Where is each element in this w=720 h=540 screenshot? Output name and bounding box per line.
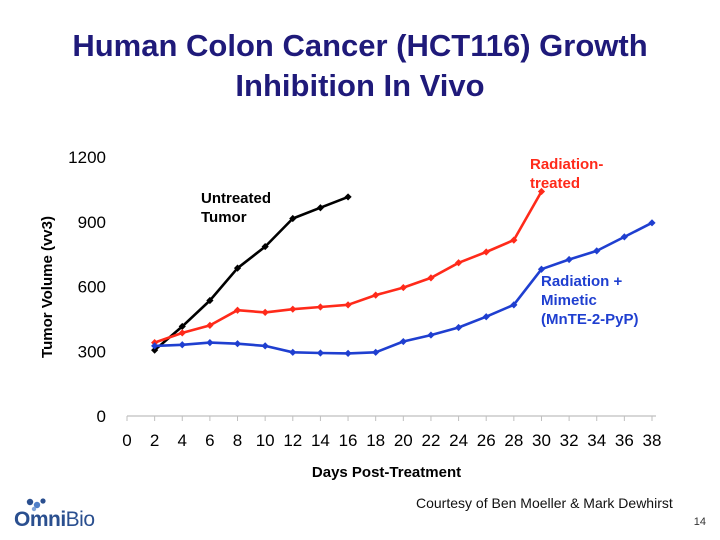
- data-point: [510, 236, 518, 244]
- data-point: [372, 291, 380, 299]
- x-tick-label: 28: [504, 431, 523, 450]
- series-label-2: Radiation-treated: [530, 156, 603, 192]
- data-point: [233, 306, 242, 314]
- x-tick-label: 20: [394, 431, 413, 450]
- y-axis-title: Tumor Volume (vv3): [39, 216, 56, 358]
- series-label-3: Radiation + Mimetic (MnTE-2-PyP): [541, 273, 639, 328]
- y-tick-label: 900: [78, 213, 106, 232]
- x-tick-label: 18: [366, 431, 385, 450]
- x-tick-label: 32: [560, 431, 579, 450]
- data-point: [178, 322, 186, 331]
- data-point: [178, 329, 186, 337]
- data-point: [233, 340, 242, 348]
- molecule-icon: [26, 498, 46, 512]
- x-tick-label: 30: [532, 431, 551, 450]
- data-point: [510, 301, 518, 309]
- footer-credit: Courtesy of Ben Moeller & Mark Dewhirst: [416, 495, 673, 511]
- x-tick-label: 14: [311, 431, 330, 450]
- x-tick-label: 4: [178, 431, 187, 450]
- data-point: [537, 265, 546, 273]
- x-axis-title: Days Post-Treatment: [312, 464, 461, 481]
- data-point: [316, 303, 325, 311]
- slide-title: Human Colon Cancer (HCT116) Growth Inhib…: [40, 26, 680, 106]
- logo-wordmark: OmniBio: [14, 508, 95, 531]
- data-point: [344, 193, 352, 201]
- data-point: [372, 348, 380, 356]
- data-point: [178, 341, 186, 349]
- data-point: [151, 346, 159, 354]
- data-point: [399, 283, 407, 292]
- x-tick-label: 38: [643, 431, 662, 450]
- data-point: [151, 342, 159, 350]
- y-tick-label: 300: [78, 342, 106, 361]
- data-point: [233, 264, 242, 272]
- x-tick-label: 2: [150, 431, 159, 450]
- series-label-1: Untreated Tumor: [201, 190, 271, 226]
- x-tick-label: 6: [205, 431, 214, 450]
- x-tick-label: 10: [256, 431, 275, 450]
- data-point: [316, 204, 325, 212]
- x-tick-label: 26: [477, 431, 496, 450]
- x-tick-label: 0: [122, 431, 131, 450]
- x-tick-label: 12: [283, 431, 302, 450]
- data-point: [537, 187, 546, 196]
- data-point: [289, 348, 297, 356]
- omnibio-logo: OmniBio: [12, 496, 122, 532]
- data-point: [261, 242, 269, 251]
- slide-title-line-2: Inhibition In Vivo: [235, 68, 485, 103]
- x-tick-label: 36: [615, 431, 634, 450]
- x-tick-label: 16: [339, 431, 358, 450]
- data-point: [454, 323, 463, 332]
- data-point: [261, 308, 269, 316]
- slide-title-line-1: Human Colon Cancer (HCT116) Growth: [72, 28, 648, 63]
- data-point: [289, 214, 297, 223]
- y-tick-label: 0: [97, 407, 106, 426]
- data-point: [344, 301, 352, 309]
- data-point: [427, 331, 435, 339]
- data-point: [289, 305, 297, 313]
- data-point: [593, 247, 601, 255]
- x-tick-label: 8: [233, 431, 242, 450]
- data-point: [482, 313, 490, 321]
- data-point: [427, 274, 435, 282]
- x-tick-label: 24: [449, 431, 468, 450]
- data-point: [620, 233, 628, 241]
- data-point: [261, 342, 269, 350]
- data-point: [565, 255, 573, 264]
- series-line-1: [153, 195, 349, 352]
- y-tick-label: 600: [78, 278, 106, 297]
- data-point: [206, 296, 214, 305]
- data-point: [454, 259, 463, 267]
- data-point: [206, 321, 214, 329]
- x-tick-label: 34: [587, 431, 606, 450]
- data-point: [399, 337, 407, 346]
- data-point: [206, 339, 214, 347]
- x-tick-label: 22: [421, 431, 440, 450]
- data-point: [344, 349, 352, 358]
- data-point: [648, 219, 656, 227]
- data-point: [316, 349, 325, 357]
- page-number: 14: [693, 516, 706, 528]
- y-tick-label: 1200: [68, 148, 106, 167]
- data-point: [482, 248, 490, 256]
